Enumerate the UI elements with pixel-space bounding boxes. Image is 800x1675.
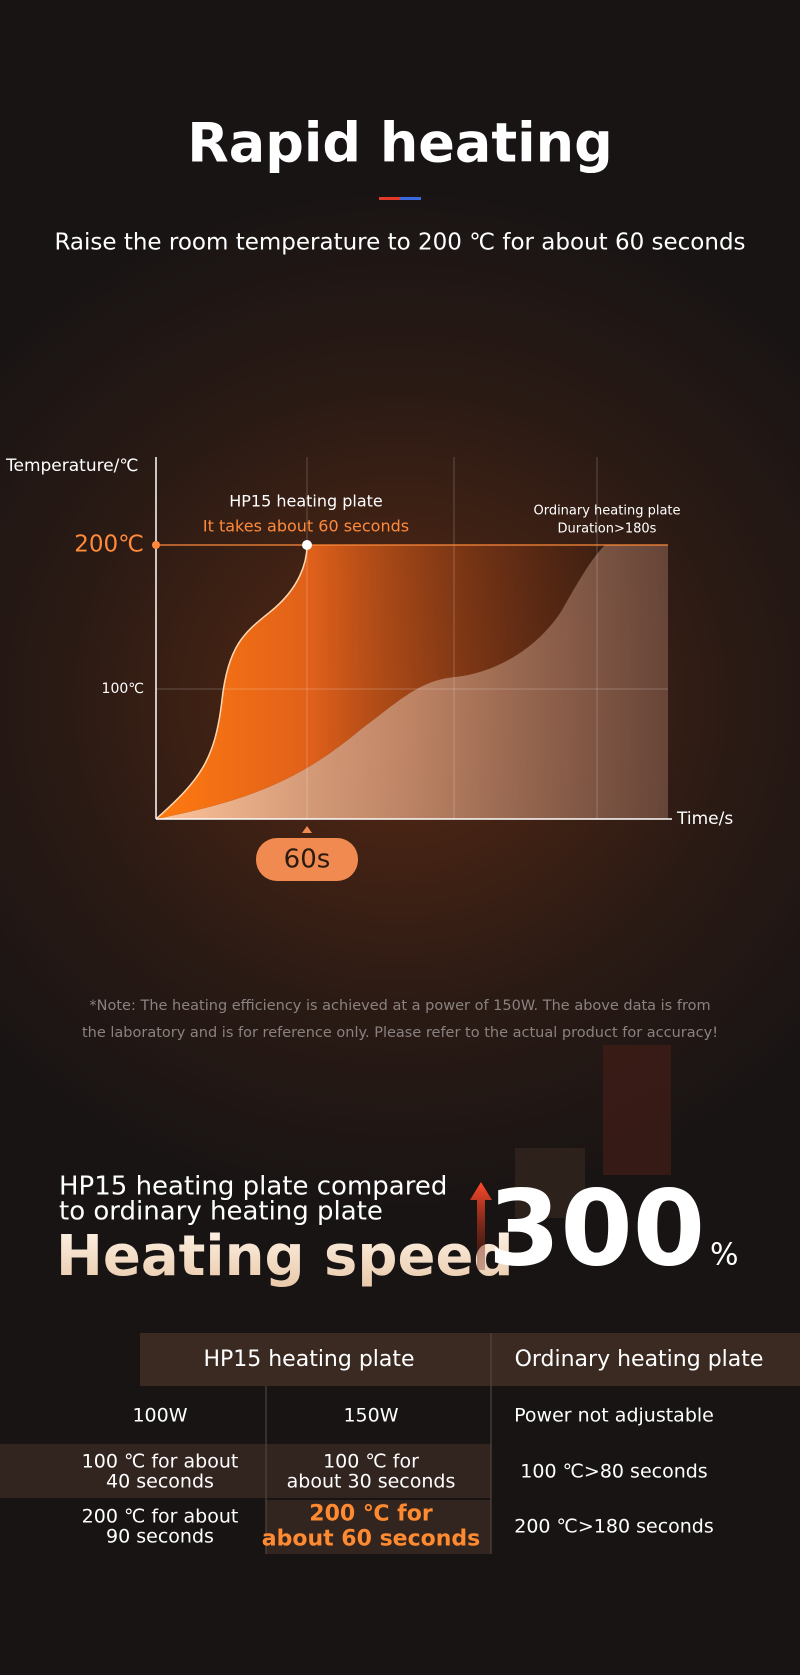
ordinary-label: Ordinary heating plate (533, 504, 680, 519)
time-badge (256, 838, 358, 881)
decor-block (603, 1045, 671, 1175)
ordinary-note: Duration>180s (558, 522, 657, 537)
table-cell: 100 ℃>80 seconds (520, 1461, 707, 1483)
hp15-note: It takes about 60 seconds (203, 517, 409, 536)
hp15-area (156, 545, 600, 819)
y-axis-label: Temperature/℃ (5, 456, 139, 476)
figure-unit: % (710, 1238, 739, 1273)
table-cell: 90 seconds (106, 1526, 214, 1548)
hp15-label: HP15 heating plate (229, 492, 383, 511)
subtitle: Raise the room temperature to 200 ℃ for … (54, 230, 745, 256)
x-axis-label: Time/s (676, 809, 733, 829)
ordinary-area (156, 545, 668, 819)
table-header: HP15 heating plate (203, 1347, 414, 1372)
compare-line: HP15 heating plate compared (59, 1172, 447, 1202)
table-cell: Power not adjustable (514, 1405, 714, 1427)
decor-block (515, 1148, 585, 1218)
divider (379, 197, 421, 200)
table-cell: about 30 seconds (287, 1471, 456, 1493)
figure: 300 (488, 1167, 705, 1289)
graph: Temperature/℃ 200℃ 100℃ HP15 heating pla… (5, 456, 733, 881)
headline: Heating speed (56, 1224, 514, 1289)
up-arrow (470, 1182, 492, 1270)
table-header: Ordinary heating plate (515, 1347, 764, 1372)
row-bg (0, 1444, 491, 1498)
row-bg (266, 1500, 491, 1554)
table-cell: 200 ℃>180 seconds (514, 1516, 714, 1538)
table-cell: 100 ℃ for (323, 1451, 419, 1473)
table: HP15 heating plate Ordinary heating plat… (0, 1333, 800, 1554)
table-cell: 200 ℃ for (309, 1502, 433, 1527)
time-badge-text: 60s (284, 845, 331, 875)
level-high: 200℃ (74, 532, 144, 558)
note-line: the laboratory and is for reference only… (82, 1025, 718, 1041)
level-dot (152, 541, 160, 549)
table-cell: 100W (132, 1405, 187, 1427)
hp15-end-dot (302, 540, 312, 550)
title: Rapid heating (187, 112, 613, 175)
level-mid: 100℃ (102, 681, 144, 697)
table-header-bg (140, 1333, 800, 1386)
table-cell: 40 seconds (106, 1471, 214, 1493)
table-cell: 100 ℃ for about (82, 1451, 239, 1473)
table-cell: about 60 seconds (262, 1527, 481, 1552)
compare-line: to ordinary heating plate (59, 1197, 383, 1227)
badge-pointer (302, 826, 312, 833)
table-cell: 200 ℃ for about (82, 1506, 239, 1528)
note-line: *Note: The heating efficiency is achieve… (89, 998, 710, 1014)
table-cell: 150W (343, 1405, 398, 1427)
hp15-curve (155, 544, 308, 820)
